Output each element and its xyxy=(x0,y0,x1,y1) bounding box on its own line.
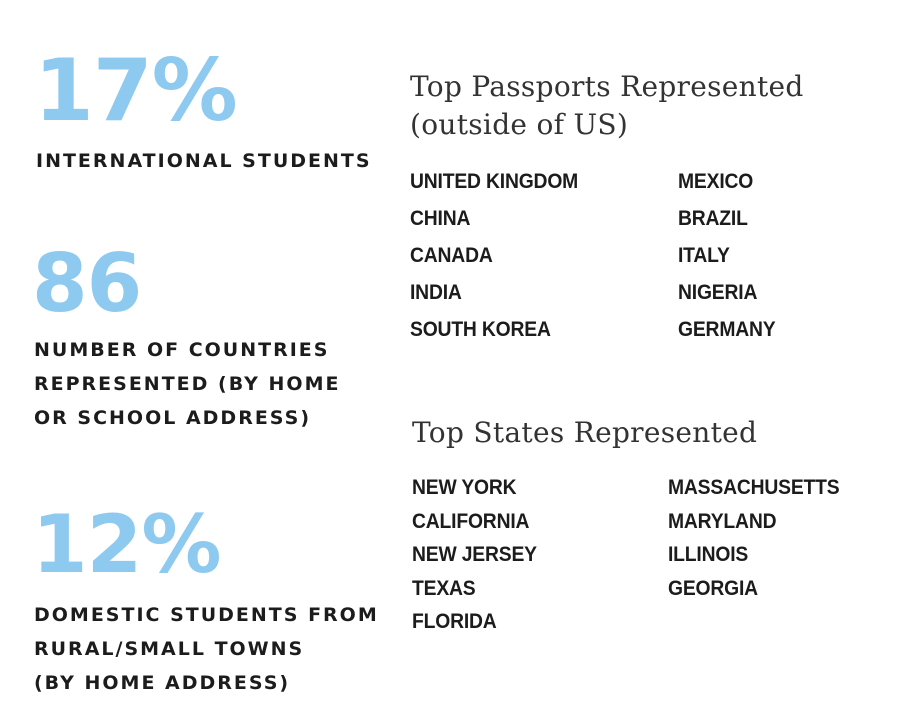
stat-rural-label: DOMESTIC STUDENTS FROM RURAL/SMALL TOWNS… xyxy=(34,598,379,700)
passport-item: CANADA xyxy=(410,244,493,267)
passport-item: SOUTH KOREA xyxy=(410,318,551,341)
passports-list-right: MEXICO BRAZIL ITALY NIGERIA GERMANY xyxy=(678,163,784,348)
passports-heading-line: (outside of US) xyxy=(410,108,629,141)
passport-item: UNITED KINGDOM xyxy=(410,170,579,193)
passport-item: INDIA xyxy=(410,281,462,304)
state-item: MARYLAND xyxy=(668,509,777,533)
stat-rural-label-line: DOMESTIC STUDENTS FROM xyxy=(34,604,379,626)
stat-countries-label: NUMBER OF COUNTRIES REPRESENTED (BY HOME… xyxy=(34,333,340,435)
passports-heading: Top Passports Represented (outside of US… xyxy=(410,68,804,144)
passport-item: MEXICO xyxy=(678,170,754,193)
passports-heading-line: Top Passports Represented xyxy=(410,70,804,103)
passport-item: ITALY xyxy=(678,244,730,267)
passport-item: NIGERIA xyxy=(678,281,758,304)
passport-item: CHINA xyxy=(410,207,471,230)
stat-international-value: 17% xyxy=(34,41,238,141)
state-item: GEORGIA xyxy=(668,576,758,600)
state-item: NEW JERSEY xyxy=(412,543,537,566)
state-item: ILLINOIS xyxy=(668,543,749,566)
stat-countries-value: 86 xyxy=(32,237,142,330)
state-item: MASSACHUSETTS xyxy=(668,476,840,499)
stat-rural-label-line: RURAL/SMALL TOWNS xyxy=(34,638,305,660)
state-item: NEW YORK xyxy=(412,476,517,499)
state-item: FLORIDA xyxy=(412,610,497,633)
stat-international-label: INTERNATIONAL STUDENTS xyxy=(36,144,372,178)
passport-item: GERMANY xyxy=(678,318,776,341)
passports-list-left: UNITED KINGDOM CHINA CANADA INDIA SOUTH … xyxy=(410,163,593,348)
states-heading: Top States Represented xyxy=(412,416,758,449)
states-list-left: NEW YORK CALIFORNIA NEW JERSEY TEXAS FLO… xyxy=(412,471,548,639)
states-list-right: MASSACHUSETTS MARYLAND ILLINOIS GEORGIA xyxy=(668,471,854,605)
passport-item: BRAZIL xyxy=(678,207,748,230)
stat-countries-label-line: OR SCHOOL ADDRESS) xyxy=(34,407,312,429)
stat-rural-value: 12% xyxy=(32,498,221,591)
stat-countries-label-line: NUMBER OF COUNTRIES xyxy=(34,339,330,361)
stat-countries-label-line: REPRESENTED (BY HOME xyxy=(34,373,341,395)
stat-international-label-line: INTERNATIONAL STUDENTS xyxy=(36,150,372,172)
stat-rural-label-line: (BY HOME ADDRESS) xyxy=(34,672,291,694)
state-item: CALIFORNIA xyxy=(412,509,530,533)
state-item: TEXAS xyxy=(412,576,476,600)
